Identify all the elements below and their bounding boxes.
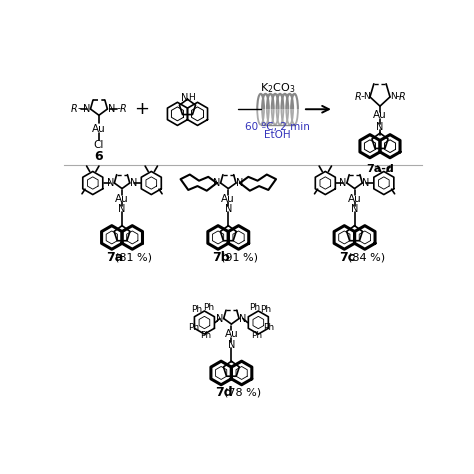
Text: R: R (399, 92, 406, 102)
Text: N: N (83, 104, 91, 114)
Text: 7a-d: 7a-d (366, 164, 394, 173)
Text: N: N (130, 178, 137, 188)
Text: 6: 6 (95, 150, 103, 163)
Text: (84 %): (84 %) (347, 252, 385, 262)
Text: Au: Au (115, 193, 129, 203)
Text: 7b: 7b (212, 251, 229, 264)
Text: N: N (228, 340, 235, 350)
Text: Au: Au (373, 110, 387, 120)
Text: -: - (78, 103, 82, 113)
Text: 7c: 7c (339, 251, 355, 264)
Text: N: N (108, 104, 115, 114)
Text: EtOH: EtOH (264, 130, 291, 140)
Text: -: - (360, 91, 365, 101)
Text: N: N (239, 313, 246, 324)
Text: Au: Au (92, 124, 106, 134)
Text: N: N (390, 92, 396, 101)
Text: Ph: Ph (201, 331, 211, 340)
Text: Ph: Ph (251, 331, 262, 340)
Text: N: N (363, 178, 370, 188)
Text: (91 %): (91 %) (221, 252, 258, 262)
Text: 60 ºC, 2 min: 60 ºC, 2 min (245, 122, 310, 132)
Text: H: H (188, 93, 195, 102)
Text: Cl: Cl (94, 139, 104, 149)
Text: (81 %): (81 %) (115, 252, 152, 262)
Text: +: + (134, 100, 149, 118)
Text: Ph: Ph (188, 323, 199, 332)
Text: N: N (118, 204, 126, 214)
Text: N: N (107, 178, 114, 188)
Text: N: N (236, 178, 244, 188)
Text: -: - (396, 91, 400, 101)
Text: N: N (225, 204, 232, 214)
Text: Ph: Ph (260, 305, 272, 314)
Text: Ph: Ph (191, 305, 202, 314)
Text: Au: Au (225, 329, 238, 339)
Text: Ph: Ph (249, 303, 260, 312)
Text: 7d: 7d (215, 386, 232, 399)
Text: Ph: Ph (203, 303, 214, 312)
Text: N: N (216, 313, 224, 324)
Text: R: R (120, 104, 127, 114)
Text: R: R (71, 104, 78, 114)
Text: N: N (213, 178, 220, 188)
Text: 7a: 7a (106, 251, 123, 264)
Text: Ph: Ph (264, 323, 274, 332)
Text: N: N (351, 204, 358, 214)
Text: (78 %): (78 %) (224, 388, 262, 398)
Text: K$_2$CO$_3$: K$_2$CO$_3$ (260, 82, 295, 95)
Text: N: N (182, 93, 189, 103)
Text: -: - (116, 103, 120, 113)
Text: Au: Au (348, 193, 362, 203)
Text: N: N (376, 122, 383, 132)
Text: N: N (339, 178, 346, 188)
Text: Au: Au (221, 193, 235, 203)
Text: N: N (364, 92, 370, 101)
Text: R: R (354, 92, 361, 102)
